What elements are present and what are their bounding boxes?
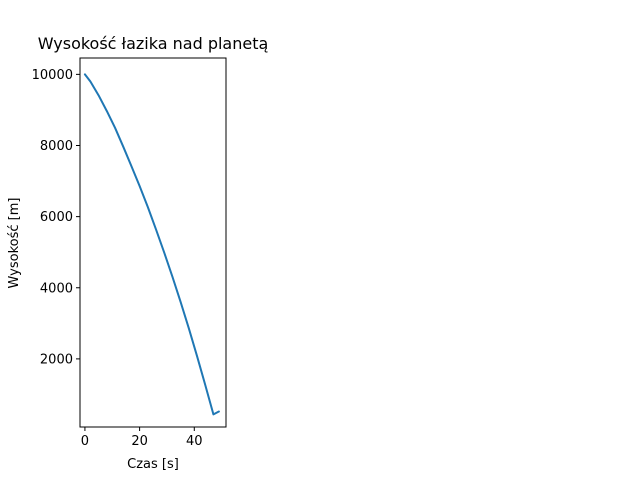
chart-title: Wysokość łazika nad planetą <box>38 34 269 53</box>
plot-area: 0 20 40 2000 4000 6000 8000 10000 <box>32 57 227 449</box>
series-line-0 <box>83 73 220 416</box>
x-tick-label-0: 0 <box>81 434 89 449</box>
y-tick-label-4000: 4000 <box>40 281 73 296</box>
y-tick-label-8000: 8000 <box>40 139 73 154</box>
x-tick-label-40: 40 <box>186 434 203 449</box>
x-tick-label-20: 20 <box>131 434 148 449</box>
axes-frame <box>79 57 227 428</box>
y-axis-label: Wysokość [m] <box>7 198 22 289</box>
y-tick-label-6000: 6000 <box>40 210 73 225</box>
y-tick-label-10000: 10000 <box>32 68 73 83</box>
y-tick-label-2000: 2000 <box>40 352 73 367</box>
x-axis-label: Czas [s] <box>127 457 179 472</box>
